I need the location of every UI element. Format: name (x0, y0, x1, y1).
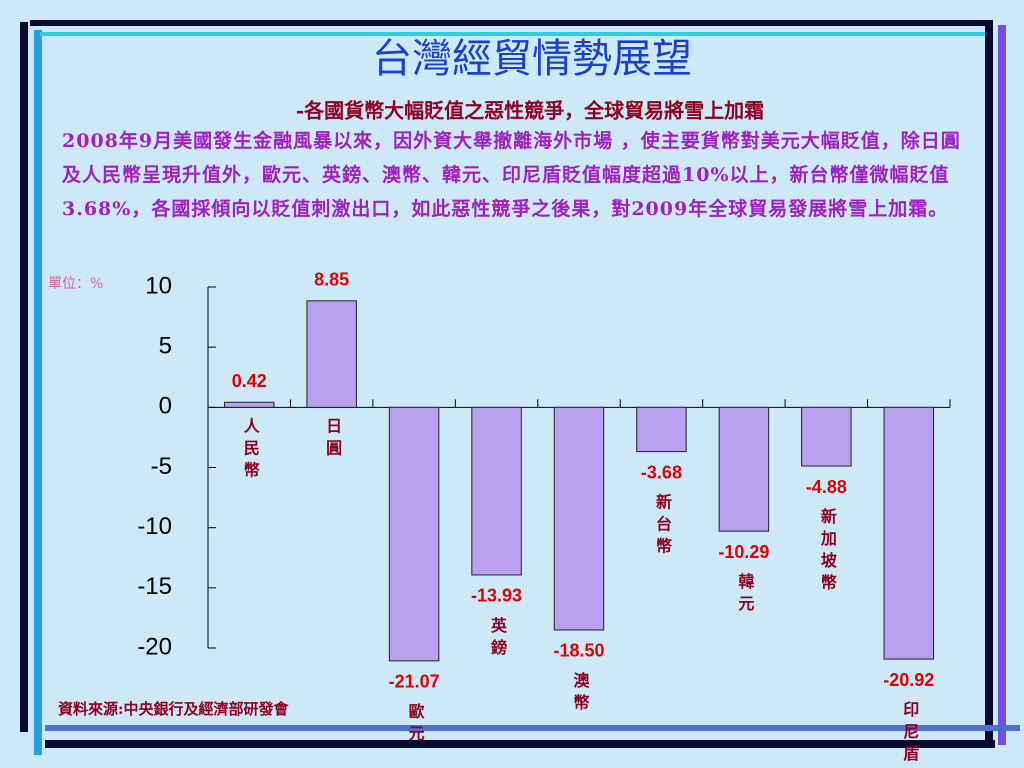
bar (306, 300, 357, 408)
border (20, 22, 28, 732)
unit-label: 單位：% (48, 276, 103, 292)
x-tick-label: 新加坡幣 (818, 507, 838, 596)
value-label: -3.68 (641, 462, 682, 482)
x-tick-label: 澳幣 (571, 671, 590, 716)
value-label: 8.85 (314, 270, 349, 290)
value-label: -10.29 (718, 542, 769, 562)
value-label: -18.50 (553, 641, 604, 661)
x-tick-label: 歐元 (406, 702, 425, 747)
value-label: -21.07 (389, 672, 440, 692)
x-tick-label: 英鎊 (488, 616, 508, 661)
x-tick-label: 印尼盾 (900, 701, 919, 767)
bar (718, 406, 770, 532)
bar (801, 406, 852, 467)
border (45, 725, 1020, 731)
bar (223, 401, 275, 408)
y-tick-label: 10 (145, 272, 172, 299)
border (998, 25, 1006, 745)
value-label: -4.88 (806, 477, 847, 497)
x-tick-label: 人民幣 (241, 417, 260, 483)
bar (553, 406, 605, 631)
x-tick-label: 韓元 (735, 572, 754, 617)
subtitle: -各國貨幣大幅貶值之惡性競爭，全球貿易將雪上加霜 (296, 99, 764, 123)
value-label: 0.42 (232, 371, 267, 391)
y-tick-label: -5 (151, 453, 172, 480)
slide-title: 台灣經貿情勢展望 (372, 36, 692, 82)
border (45, 740, 995, 748)
x-tick-label: 日圓 (323, 417, 342, 461)
bar (636, 406, 687, 453)
body-text: 2008年9月美國發生金融風暴以來，因外資大舉撤離海外市場 ，使主要貨幣對美元大… (62, 130, 961, 220)
source: 資料來源:中央銀行及經濟部研發會 (58, 700, 290, 718)
bar (388, 406, 440, 662)
border (985, 20, 993, 740)
border (40, 32, 990, 36)
value-label: -13.93 (471, 586, 522, 606)
y-tick-label: -15 (137, 573, 172, 600)
y-tick-label: -10 (137, 513, 172, 540)
border (30, 20, 990, 26)
value-label: -20.92 (883, 670, 934, 690)
bar (883, 406, 935, 660)
x-tick-label: 新台幣 (653, 493, 672, 560)
y-tick-label: 5 (159, 333, 172, 360)
y-tick-label: -20 (137, 633, 172, 660)
bar (471, 406, 522, 576)
border (34, 30, 42, 755)
y-tick-label: 0 (159, 393, 172, 420)
